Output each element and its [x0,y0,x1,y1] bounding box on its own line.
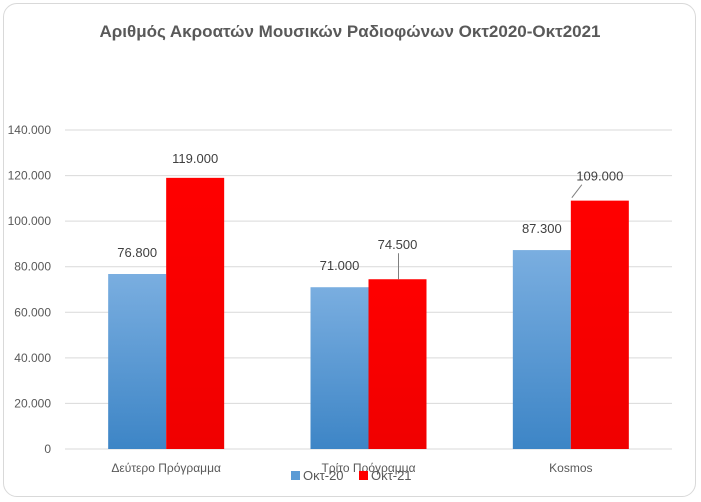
y-tick-label: 120.000 [8,169,52,183]
y-tick-label: 40.000 [14,351,51,365]
category-label: Τρίτο Πρόγραμμα [321,461,415,475]
data-label-leader [571,184,583,198]
data-label: 87.300 [522,221,562,236]
data-label: 74.500 [378,237,418,252]
data-label: 119.000 [172,151,218,166]
chart-title: Αριθμός Ακροατών Μουσικών Ραδιοφώνων Οκτ… [99,22,601,41]
y-tick-label: 0 [44,442,51,456]
bar-okt21 [368,279,427,449]
y-tick-label: 60.000 [14,305,51,319]
data-label: 109.000 [576,169,623,184]
legend-swatch [291,471,300,480]
y-tick-label: 20.000 [14,396,51,410]
y-tick-label: 80.000 [14,260,51,274]
data-label: 71.000 [320,258,360,273]
category-label: Kosmos [549,461,592,475]
y-tick-label: 100.000 [8,214,52,228]
y-tick-label: 140.000 [8,123,52,137]
bar-okt20 [310,287,369,449]
category-label: Δεύτερο Πρόγραμμα [111,461,221,475]
data-label: 76.800 [117,245,157,260]
legend-swatch [359,471,368,480]
legend-label: Οκτ-21 [371,468,412,483]
bar-okt21 [166,177,225,449]
bar-okt21 [570,200,629,449]
legend-label: Οκτ-20 [303,468,344,483]
bar-okt20 [108,274,167,449]
bar-okt20 [512,250,571,449]
